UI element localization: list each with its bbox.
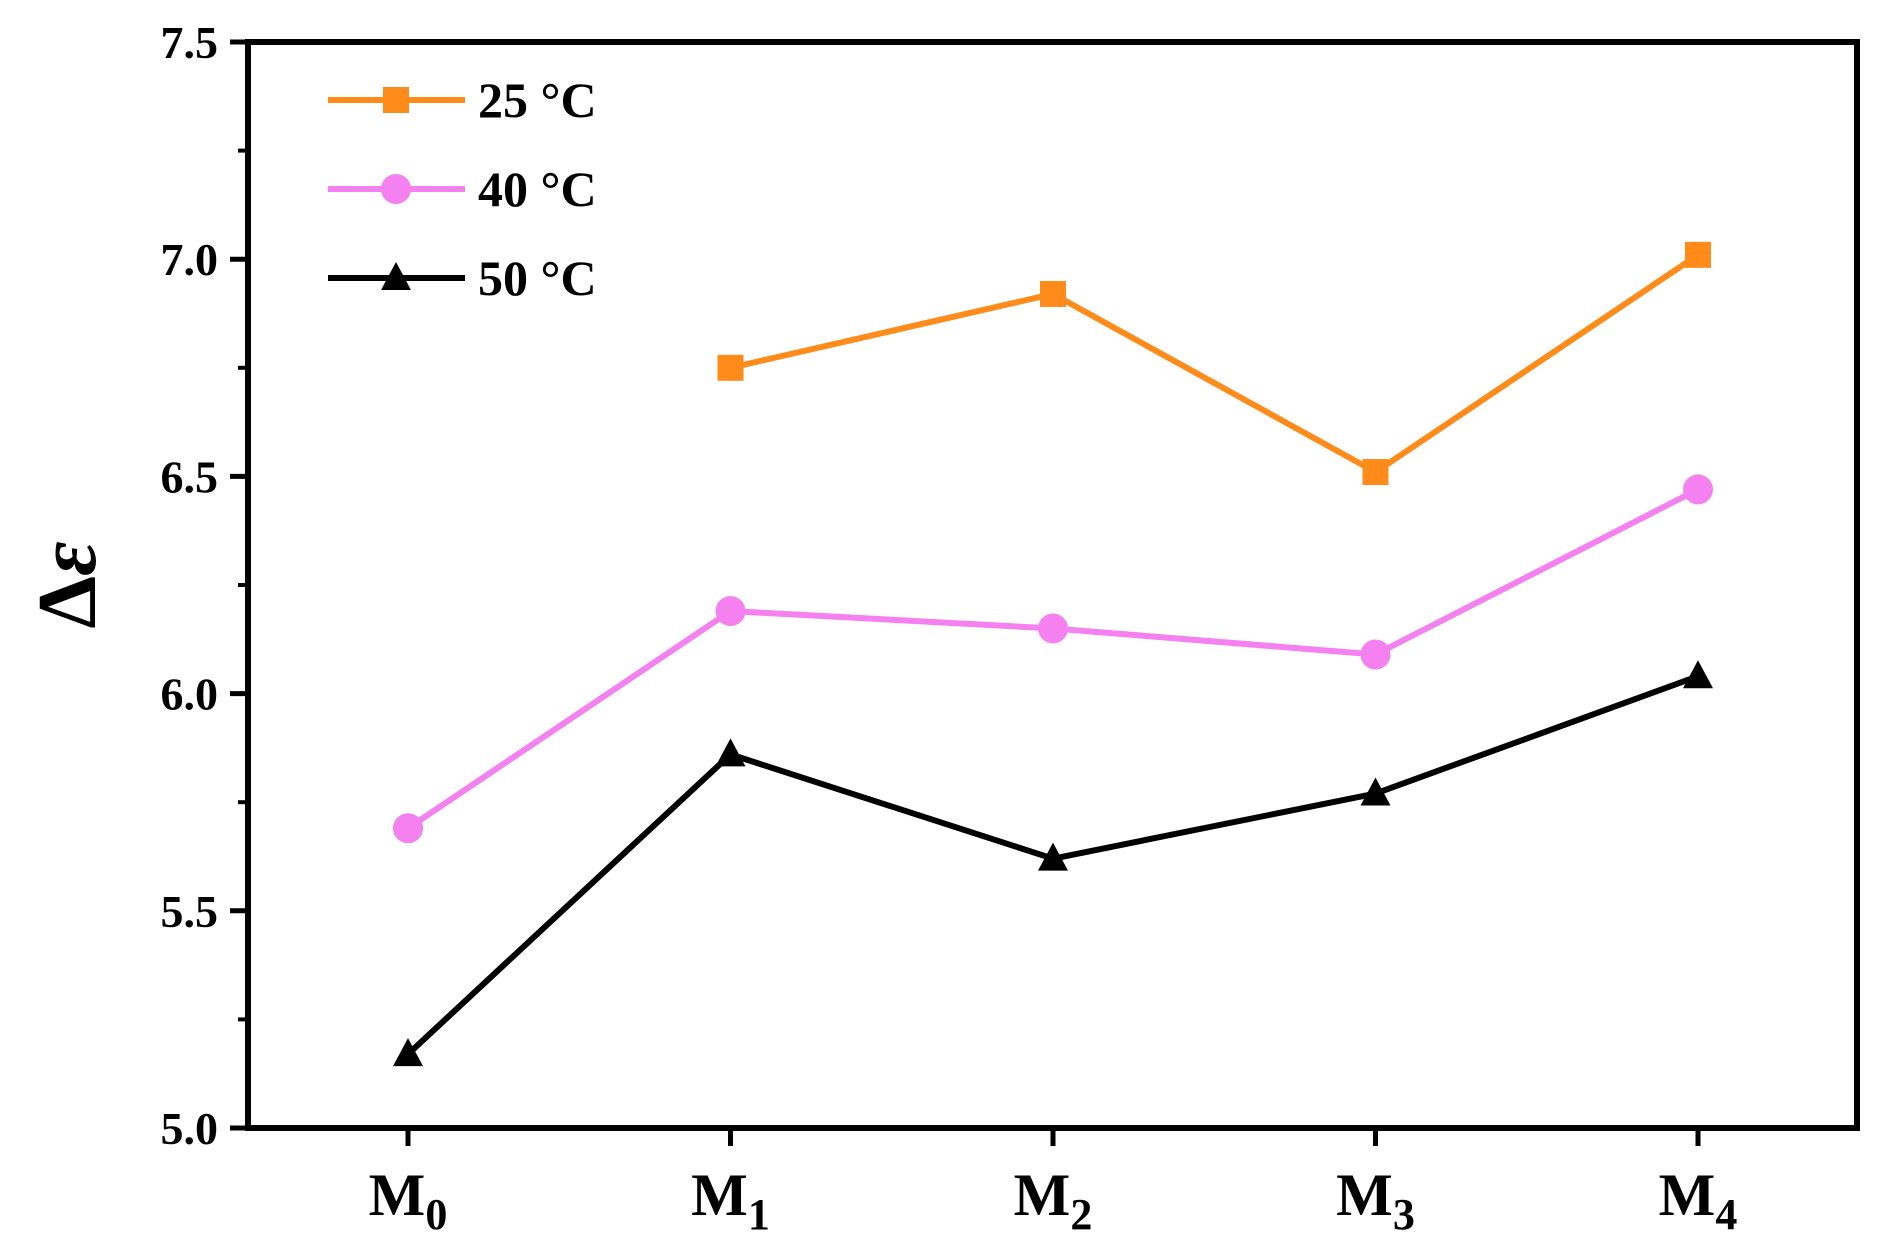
x-tick-label-M4: M4 <box>1659 1162 1738 1239</box>
y-axis-label: Δε <box>21 541 114 628</box>
y-tick-label: 6.5 <box>161 451 219 502</box>
legend-marker <box>383 87 409 113</box>
legend: 25 °C 40 °C 50 °C <box>328 72 597 306</box>
series-1 <box>717 241 1711 486</box>
data-point-s3-M0 <box>393 1038 423 1067</box>
series-2 <box>393 474 1713 844</box>
data-point-s3-M1 <box>715 738 746 767</box>
y-tick-label: 5.5 <box>161 886 219 937</box>
legend-label: 25 °C <box>478 72 597 128</box>
axes-layer: 5.0 5.5 6.0 6.5 7.0 7.5 M0 M1 M2 M3 M4 <box>161 17 1860 1239</box>
y-axis-label-delta: Δ <box>21 576 114 629</box>
data-point-s3-M4 <box>1683 660 1713 689</box>
legend-item-2: 40 °C <box>328 161 597 217</box>
data-point-s1-M4 <box>1685 241 1711 268</box>
data-point-s3-M2 <box>1038 842 1068 871</box>
legend-item-1: 25 °C <box>328 72 597 128</box>
x-tick-label-M3: M3 <box>1336 1162 1415 1239</box>
y-axis-label-epsilon: ε <box>21 541 114 575</box>
legend-marker <box>381 262 411 290</box>
data-point-s2-M0 <box>393 813 423 844</box>
legend-label: 40 °C <box>478 161 597 217</box>
series-line-2 <box>406 486 1700 831</box>
series-3 <box>393 660 1713 1067</box>
y-tick-label: 7.5 <box>161 17 219 68</box>
x-tick-label-M0: M0 <box>369 1162 448 1239</box>
y-tick-label: 7.0 <box>161 234 219 285</box>
data-point-s3-M3 <box>1360 777 1391 806</box>
y-tick-label: 5.0 <box>161 1103 219 1154</box>
series-line-1 <box>729 252 1700 476</box>
legend-item-3: 50 °C <box>328 250 597 306</box>
data-point-s1-M1 <box>717 354 744 381</box>
y-tick-label: 6.0 <box>161 669 219 720</box>
data-point-s2-M2 <box>1038 613 1068 644</box>
x-tick-label-M2: M2 <box>1014 1162 1093 1239</box>
data-point-s2-M4 <box>1683 474 1713 505</box>
legend-label: 50 °C <box>478 250 597 306</box>
data-point-s1-M2 <box>1040 280 1066 307</box>
series-layer <box>393 241 1713 1067</box>
data-point-s1-M3 <box>1362 459 1389 486</box>
data-point-s2-M3 <box>1360 639 1391 670</box>
legend-marker <box>381 174 411 204</box>
x-tick-label-M1: M1 <box>691 1162 770 1239</box>
data-point-s2-M1 <box>715 596 746 627</box>
